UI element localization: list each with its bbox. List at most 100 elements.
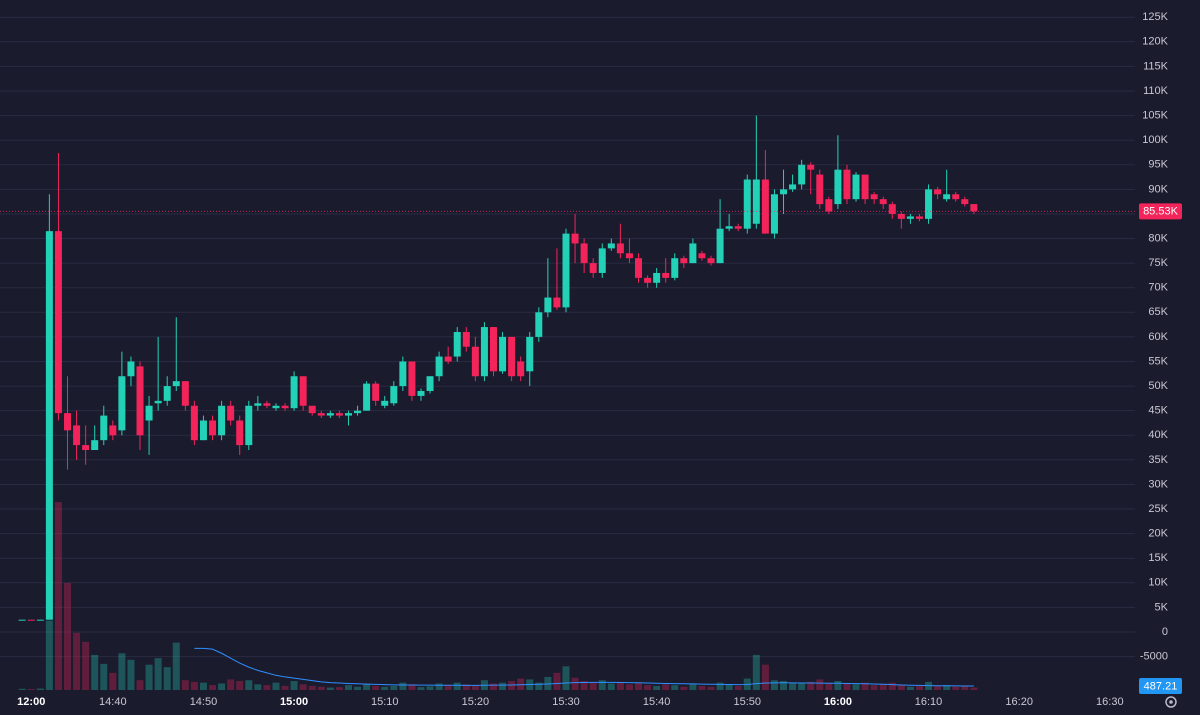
volume-bar — [372, 685, 380, 690]
candle-body — [879, 199, 887, 205]
y-tick-label: 10K — [1148, 577, 1168, 589]
candle-body — [770, 194, 778, 234]
volume-bar — [653, 685, 661, 690]
y-tick-label: 80K — [1148, 232, 1168, 244]
candle-body — [644, 277, 652, 283]
candle-body — [789, 184, 797, 190]
candle-body — [335, 413, 343, 416]
y-tick-label: 45K — [1148, 405, 1168, 417]
y-tick-label: 60K — [1148, 331, 1168, 343]
candle-body — [354, 410, 362, 414]
candle-body — [716, 228, 724, 264]
candle-body — [27, 619, 35, 621]
candle-body — [517, 361, 525, 377]
candle-body — [399, 361, 407, 387]
x-tick-label: 16:30 — [1096, 696, 1124, 708]
volume-bar — [780, 681, 788, 690]
candle-body — [127, 361, 135, 377]
candle-body — [526, 336, 534, 372]
y-tick-label: 115K — [1143, 60, 1169, 72]
volume-bar — [290, 681, 298, 690]
volume-bar — [807, 681, 815, 690]
volume-bar — [789, 682, 797, 690]
volume-bar — [716, 682, 724, 690]
x-tick-label: 14:50 — [190, 696, 218, 708]
volume-bar — [399, 682, 407, 690]
volume-bar — [344, 685, 352, 690]
candle-body — [263, 403, 271, 406]
volume-bar — [861, 682, 869, 690]
volume-bar — [163, 667, 171, 690]
volume-bar — [607, 683, 615, 690]
candle-body — [662, 272, 670, 278]
candle-body — [607, 243, 615, 249]
candle-body — [109, 425, 117, 436]
candle-body — [580, 243, 588, 264]
candle-body — [18, 619, 26, 621]
volume-bar — [770, 680, 778, 690]
candle-body — [181, 381, 189, 406]
candle-body — [408, 361, 416, 396]
volume-ma-label: 487.21 — [1144, 680, 1178, 692]
volume-bar — [571, 677, 579, 690]
volume-bar — [263, 685, 271, 690]
candle-body — [616, 243, 624, 254]
volume-bar — [553, 672, 561, 690]
candle-body — [589, 263, 597, 273]
settings-button[interactable] — [1165, 696, 1177, 708]
candle-body — [535, 312, 543, 337]
volume-bar — [435, 683, 443, 690]
volume-bar — [64, 583, 72, 690]
volume-bar — [662, 684, 670, 690]
volume-bar — [181, 680, 189, 690]
x-tick-label: 12:00 — [17, 696, 45, 708]
volume-bar — [209, 685, 217, 690]
candle-body — [943, 194, 951, 200]
volume-bar — [245, 680, 253, 690]
volume-pane — [18, 502, 978, 690]
volume-bar — [499, 682, 507, 690]
candle-body — [308, 405, 316, 414]
volume-bar — [698, 685, 706, 690]
candle-body — [254, 403, 262, 406]
settings-icon-center[interactable] — [1169, 700, 1173, 704]
candle-body — [344, 413, 352, 416]
volume-bar — [934, 685, 942, 690]
candle-body — [381, 400, 389, 406]
volume-bar — [825, 682, 833, 690]
volume-bar — [879, 684, 887, 690]
candle-body — [190, 405, 198, 441]
candle-body — [743, 179, 751, 229]
volume-bar — [707, 686, 715, 690]
volume-bar — [798, 683, 806, 690]
volume-bar — [580, 681, 588, 690]
volume-bar — [952, 686, 960, 690]
volume-bar — [897, 685, 905, 690]
volume-bar — [852, 684, 860, 690]
candle-body — [689, 243, 697, 264]
candle-body — [961, 199, 969, 205]
volume-bar — [308, 685, 316, 690]
settings-icon[interactable] — [1165, 696, 1177, 708]
y-tick-label: 100K — [1142, 134, 1168, 146]
x-tick-label: 16:00 — [824, 696, 852, 708]
y-tick-label: 40K — [1148, 429, 1168, 441]
volume-bar — [36, 688, 44, 690]
candle-body — [73, 425, 81, 446]
x-tick-label: 15:20 — [462, 696, 490, 708]
candle-body — [209, 420, 217, 436]
y-tick-label: 110K — [1143, 85, 1169, 97]
y-tick-label: 120K — [1142, 36, 1168, 48]
candle-body — [199, 420, 207, 441]
candle-body — [562, 233, 570, 308]
volume-bar — [272, 682, 280, 690]
x-tick-label: 16:10 — [915, 696, 943, 708]
volume-bar — [390, 685, 398, 690]
candle-body — [752, 179, 760, 224]
candle-body — [816, 174, 824, 205]
candle-body — [272, 405, 280, 409]
candle-body — [897, 213, 905, 219]
y-tick-label: 65K — [1148, 306, 1168, 318]
volume-bar — [317, 686, 325, 690]
